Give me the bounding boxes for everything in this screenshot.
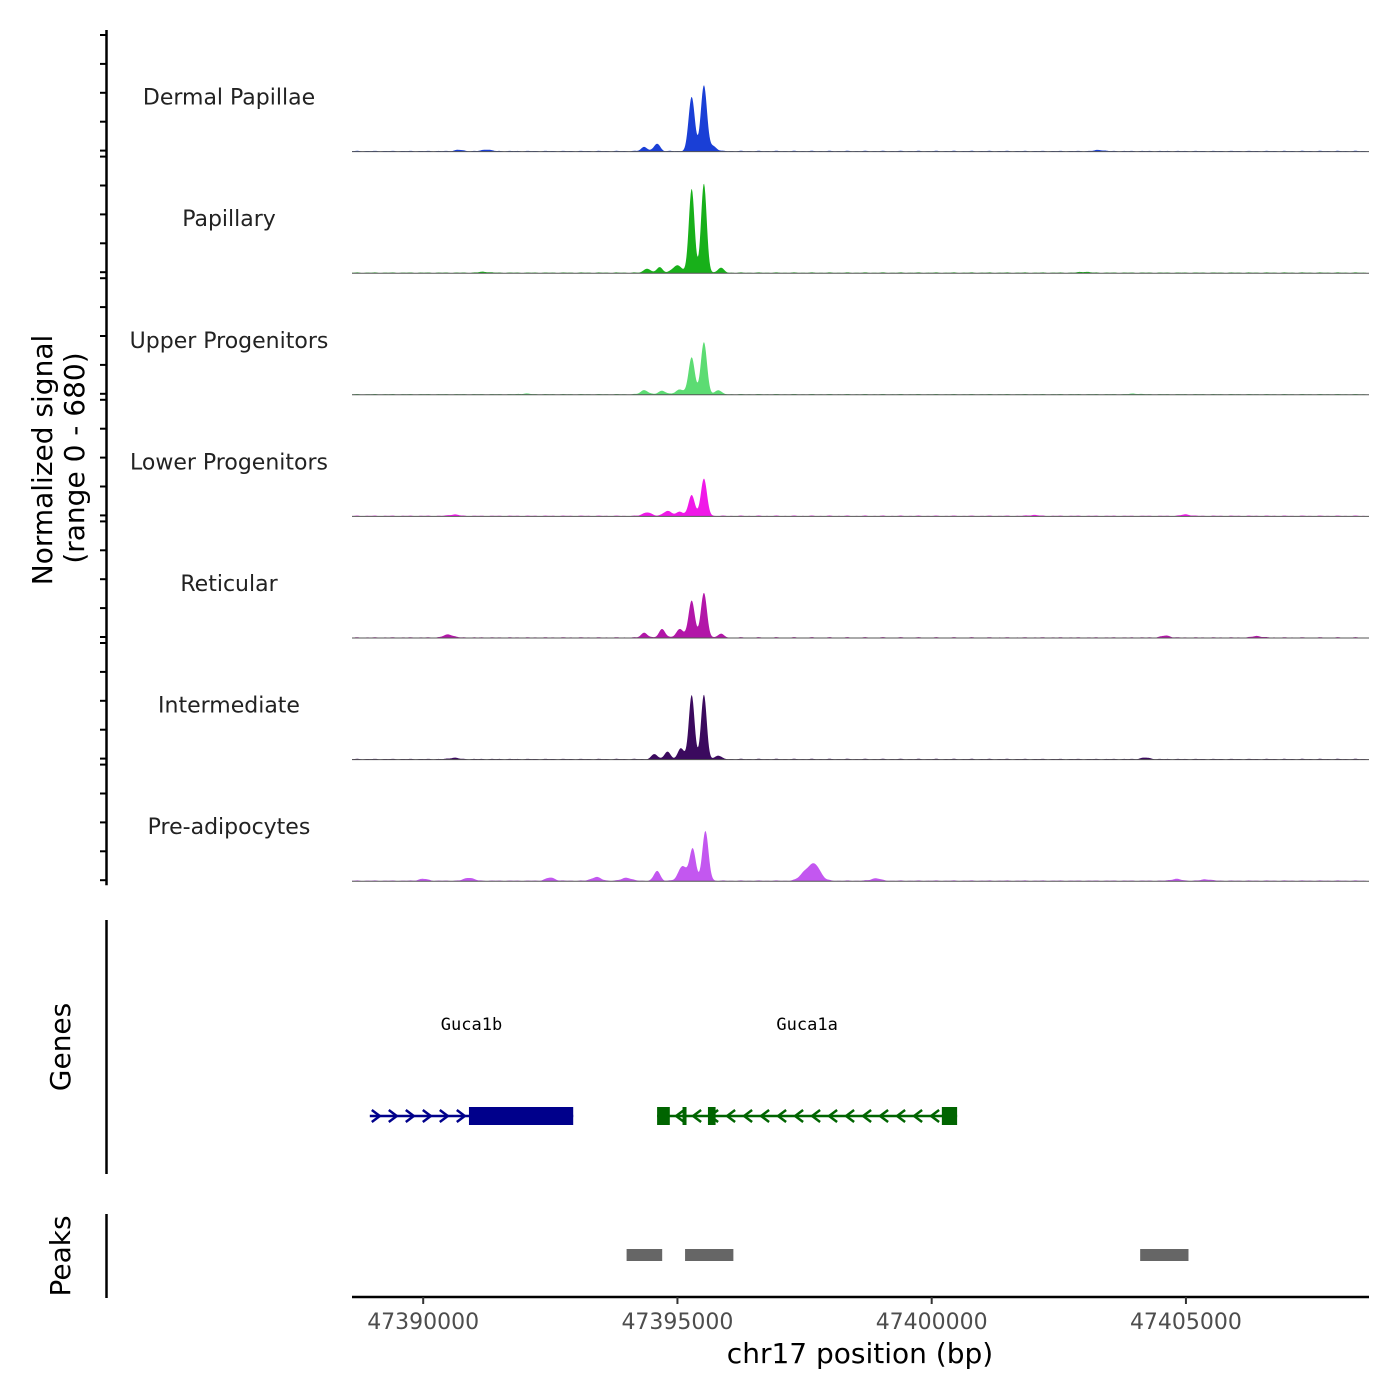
coverage-tracks: Dermal Papillae Papillary Upper Progenitor… [130,85,1369,882]
strand-arrow [674,1109,685,1123]
gene-exon [707,1107,716,1125]
strand-arrow [759,1109,770,1123]
gene-annotations: Guca1b Guca1a [369,1015,958,1125]
x-axis: 47390000 47395000 47400000 47405000 [367,1297,1242,1335]
track-intermediate: Intermediate [158,694,1369,761]
strand-arrow [878,1109,889,1123]
peak-regions [626,1249,1189,1261]
track-reticular: Reticular [180,572,1369,639]
strand-arrow [742,1109,753,1123]
track-label: Lower Progenitors [130,450,328,475]
track-lower-progenitors: Lower Progenitors [130,450,1369,517]
strand-arrow [691,1109,702,1123]
peaks-track-title: Peaks [44,1215,77,1296]
strand-arrow [929,1109,940,1123]
x-tick-label: 47405000 [1130,1310,1242,1335]
peak-region [1140,1249,1189,1261]
strand-arrow [405,1109,416,1123]
y-axis-title: Normalized signal [26,335,59,586]
strand-arrow [793,1109,804,1123]
genes-track-title: Genes [44,1003,77,1091]
coverage-area [352,478,1369,517]
coverage-area [352,342,1369,395]
track-dermal-papillae: Dermal Papillae [143,85,1369,153]
x-tick-label: 47395000 [621,1310,733,1335]
strand-arrow [895,1109,906,1123]
gene-label: Guca1a [776,1015,837,1035]
signal-axis [100,30,108,886]
track-label: Upper Progenitors [130,329,329,354]
strand-arrow [912,1109,923,1123]
strand-arrow [725,1109,736,1123]
coverage-area [352,183,1369,274]
strand-arrow [844,1109,855,1123]
strand-arrow [776,1109,787,1123]
strand-arrow [810,1109,821,1123]
track-label: Pre-adipocytes [148,815,311,840]
strand-arrow [388,1109,399,1123]
coverage-area [352,592,1369,638]
gene-exon [682,1107,687,1125]
coverage-area [352,830,1369,882]
track-label: Papillary [182,207,276,232]
strand-arrow [439,1109,450,1123]
strand-arrow [371,1109,382,1123]
peak-region [685,1249,734,1261]
x-axis-title: chr17 position (bp) [727,1337,993,1370]
track-label: Intermediate [158,694,300,719]
gene-guca1a: Guca1a [657,1015,958,1125]
gene-exon [657,1107,670,1125]
gene-exon [468,1107,574,1125]
track-label: Reticular [180,572,278,597]
x-tick-label: 47400000 [876,1310,988,1335]
strand-arrow [861,1109,872,1123]
track-pre-adipocytes: Pre-adipocytes [148,815,1369,882]
track-upper-progenitors: Upper Progenitors [130,329,1369,396]
y-axis-range: (range 0 - 680) [58,352,91,563]
strand-arrow [422,1109,433,1123]
gene-label: Guca1b [441,1015,502,1035]
x-tick-label: 47390000 [367,1310,479,1335]
gene-exon [941,1107,958,1125]
gene-guca1b: Guca1b [369,1015,574,1125]
coverage-area [352,85,1369,152]
coverage-area [352,694,1369,760]
strand-arrow [456,1109,467,1123]
track-papillary: Papillary [182,183,1369,274]
track-label: Dermal Papillae [143,86,315,111]
peak-region [626,1249,663,1261]
strand-arrow [827,1109,838,1123]
